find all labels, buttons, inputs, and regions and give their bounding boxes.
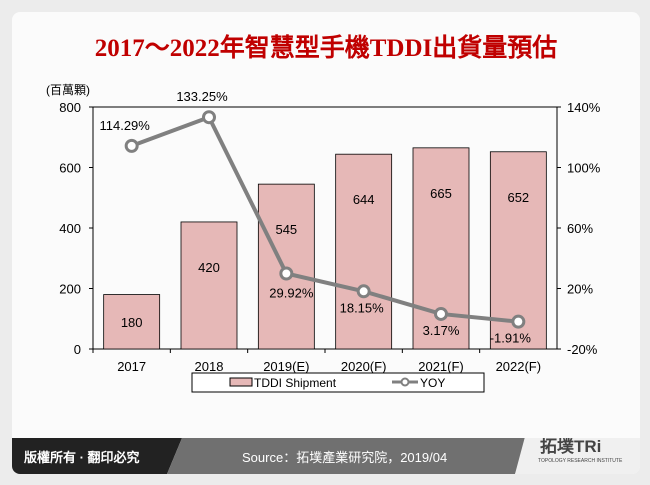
x-tick-label: 2020(F) (341, 359, 387, 374)
logo: 拓墣TRi (540, 438, 601, 456)
x-tick-label: 2017 (117, 359, 146, 374)
logo-subtitle: TOPOLOGY RESEARCH INSTITUTE (538, 458, 623, 464)
chart-title: 2017～2022年智慧型手機TDDI出貨量預估 (94, 35, 558, 62)
bar-label: 644 (353, 192, 375, 207)
yoy-point (356, 284, 371, 299)
legend-line-marker (400, 377, 410, 387)
y2-tick-label: 140% (567, 100, 601, 115)
y-tick-label: 400 (59, 221, 81, 236)
copyright-band (12, 438, 182, 474)
y2-tick-label: 20% (567, 282, 593, 297)
x-tick-label: 2021(F) (418, 359, 464, 374)
yoy-point (511, 314, 526, 329)
copyright-text: 版權所有 · 翻印必究 (24, 450, 140, 465)
legend-bar-swatch (229, 377, 253, 387)
yoy-label: 114.29% (99, 118, 150, 133)
yoy-point (124, 138, 139, 153)
y-tick-label: 0 (74, 342, 81, 357)
yoy-label: 133.25% (176, 89, 228, 104)
yoy-label: -1.91% (490, 331, 532, 346)
bar-label: 545 (275, 222, 297, 237)
logo-band (515, 438, 640, 474)
source-text: Source：拓墣產業研究院，2019/04 (242, 450, 447, 465)
legend-label: TDDI Shipment (254, 376, 337, 390)
x-tick-label: 2022(F) (496, 359, 542, 374)
legend-label: YOY (420, 376, 445, 390)
legend (191, 372, 485, 393)
yoy-label: 18.15% (340, 300, 385, 315)
yoy-label: 29.92% (269, 285, 314, 300)
y-axis-label: (百萬顆) (46, 83, 90, 97)
y-tick-label: 800 (59, 100, 81, 115)
bar (103, 294, 161, 350)
y2-tick-label: 60% (567, 221, 593, 236)
y-tick-label: 600 (59, 161, 81, 176)
y2-tick-label: 100% (567, 161, 601, 176)
footer: 版權所有 · 翻印必究 Source：拓墣產業研究院，2019/04 拓墣TRi… (12, 438, 640, 474)
chart: (百萬顆) 0 200 400 600 800 -20% 20% 60% 100% 140% 180 2… (46, 83, 601, 393)
bar-label: 665 (430, 186, 452, 201)
x-tick-label: 2018 (195, 359, 224, 374)
bar-label: 180 (121, 315, 143, 330)
bar-label: 420 (198, 260, 220, 275)
source-band (167, 438, 530, 474)
yoy-point (279, 266, 294, 281)
bar (335, 153, 393, 350)
bar-label: 652 (507, 190, 529, 205)
card: 2017～2022年智慧型手機TDDI出貨量預估 (百萬顆) 0 200 400 600… (12, 12, 640, 474)
y-tick-label: 200 (59, 282, 81, 297)
bar (180, 221, 238, 350)
x-tick-label: 2019(E) (263, 359, 309, 374)
y2-tick-label: -20% (567, 342, 598, 357)
yoy-label: 3.17% (423, 323, 460, 338)
plot-area (92, 106, 558, 350)
yoy-line (130, 114, 519, 324)
yoy-point (202, 110, 216, 125)
yoy-point (434, 306, 448, 321)
